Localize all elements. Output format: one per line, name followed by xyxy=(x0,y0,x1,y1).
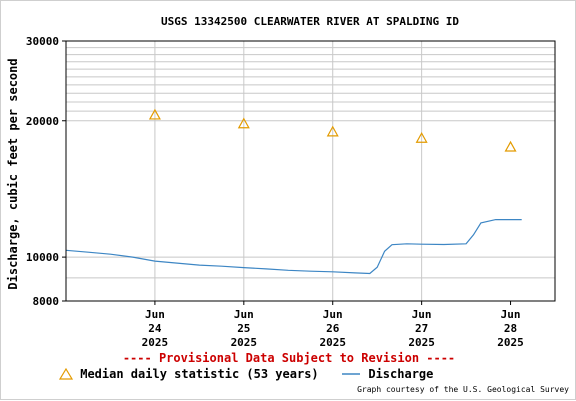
y-tick-label: 8000 xyxy=(33,295,60,308)
discharge-line xyxy=(65,219,522,275)
x-tick-label: 2025 xyxy=(142,336,169,349)
x-tick-label: 24 xyxy=(148,322,162,335)
legend-discharge-label: Discharge xyxy=(368,366,434,381)
x-tick-label: Jun xyxy=(145,308,165,321)
median-marker xyxy=(237,117,250,129)
median-marker xyxy=(504,140,517,152)
x-tick-label: 2025 xyxy=(319,336,346,349)
grid-lines xyxy=(66,40,555,301)
x-tick-label: 26 xyxy=(326,322,340,335)
x-tick-label: Jun xyxy=(234,308,254,321)
x-tick-label: 27 xyxy=(415,322,428,335)
x-tick-label: 2025 xyxy=(231,336,258,349)
x-tick-label: 28 xyxy=(504,322,517,335)
chart-legend: Median daily statistic (53 years) Discha… xyxy=(58,366,434,381)
y-tick-label: 10000 xyxy=(26,251,59,264)
legend-median-symbol xyxy=(58,367,74,381)
x-tick-label: 2025 xyxy=(497,336,524,349)
axis-ticks: 8000100002000030000Jun242025Jun252025Jun… xyxy=(26,35,524,349)
line-icon xyxy=(342,373,361,375)
plot-area-border xyxy=(65,40,556,302)
x-tick-label: 25 xyxy=(237,322,250,335)
triangle-icon xyxy=(58,367,74,380)
y-axis-label: Discharge, cubic feet per second xyxy=(6,58,20,289)
x-tick-label: Jun xyxy=(412,308,432,321)
legend-median-label: Median daily statistic (53 years) xyxy=(80,366,319,381)
chart-title: USGS 13342500 CLEARWATER RIVER AT SPALDI… xyxy=(161,15,459,28)
x-tick-label: 2025 xyxy=(408,336,435,349)
credit-line: Graph courtesy of the U.S. Geological Su… xyxy=(357,385,569,394)
legend-discharge-symbol xyxy=(341,367,361,381)
data-series xyxy=(65,108,522,275)
median-marker xyxy=(326,125,339,137)
median-marker xyxy=(148,108,161,120)
y-tick-label: 20000 xyxy=(26,115,59,128)
x-tick-label: Jun xyxy=(323,308,343,321)
y-tick-label: 30000 xyxy=(26,35,59,48)
x-tick-label: Jun xyxy=(501,308,521,321)
median-marker xyxy=(415,131,428,143)
provisional-notice: ---- Provisional Data Subject to Revisio… xyxy=(122,351,456,365)
